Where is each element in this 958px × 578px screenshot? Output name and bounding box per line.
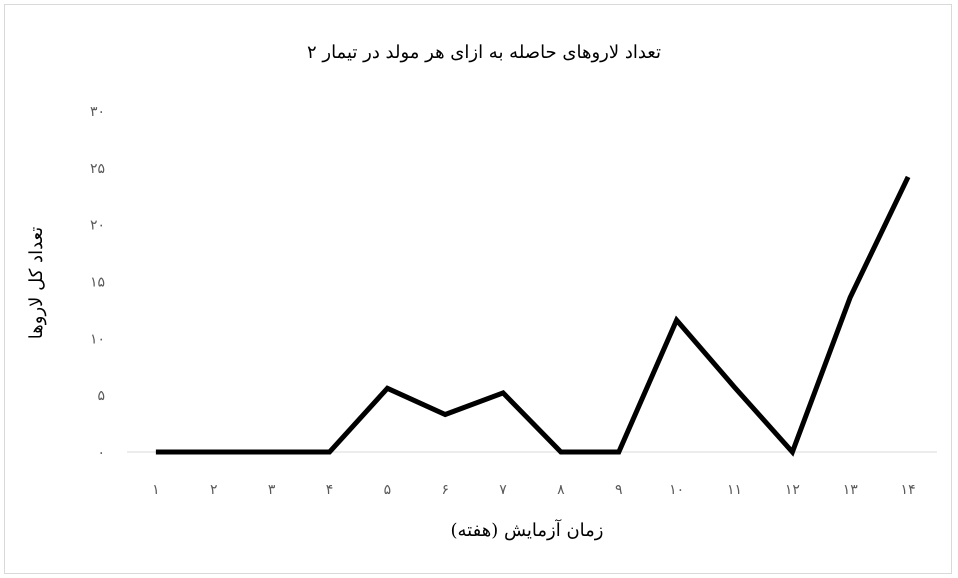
y-tick-label: ۲۰ [90,218,105,234]
chart-title: تعداد لاروهای حاصله به ازای هر مولد در ت… [307,42,661,63]
x-tick-label: ۹ [615,482,623,498]
chart-frame [4,4,952,574]
x-axis-ticks: ۱ ۲ ۳ ۴ ۵ ۶ ۷ ۸ ۹ ۱۰ ۱۱ ۱۲ ۱۳ ۱۴ [152,482,915,498]
x-tick-label: ۵ [384,482,392,498]
x-tick-label: ۱۰ [669,482,684,498]
y-tick-label: ۳۰ [90,104,105,120]
x-tick-label: ۷ [499,482,507,498]
x-tick-label: ۱۲ [785,482,800,498]
x-tick-label: ۳ [268,482,276,498]
y-axis-ticks: ۰ ۵ ۱۰ ۱۵ ۲۰ ۲۵ ۳۰ [90,104,105,461]
x-axis-title: زمان آزمایش (هفته) [451,519,604,541]
y-tick-label: ۲۵ [90,161,105,177]
x-tick-label: ۱ [152,482,160,498]
x-tick-label: ۶ [441,482,449,498]
y-tick-label: ۱۰ [90,331,105,347]
y-tick-label: ۵ [97,388,105,404]
y-tick-label: ۰ [97,445,105,461]
x-tick-label: ۱۴ [901,482,916,498]
x-tick-label: ۴ [326,482,334,498]
y-tick-label: ۱۵ [90,275,105,291]
x-tick-label: ۸ [557,482,565,498]
x-tick-label: ۱۱ [727,482,742,498]
y-axis-title: تعداد کل لاروها [26,227,47,339]
x-tick-label: ۲ [210,482,218,498]
x-tick-label: ۱۳ [843,482,859,498]
data-points [155,176,909,453]
series-line [155,175,911,457]
